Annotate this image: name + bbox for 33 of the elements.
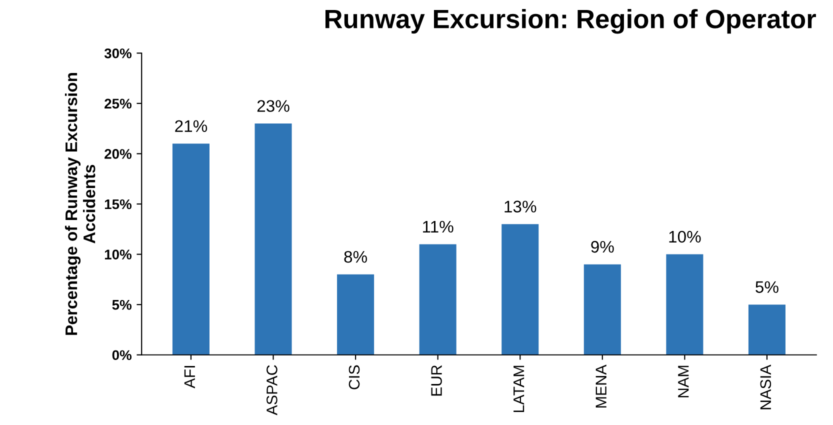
chart-title: Runway Excursion: Region of Operator [325,9,816,34]
x-tick-label: AFI [184,366,195,388]
bar [502,224,539,355]
x-tick-label: LATAM [514,366,524,412]
bar [419,244,456,355]
bar [172,144,210,355]
data-label: 8% [344,250,367,263]
data-label: 5% [756,281,778,293]
bar [337,274,374,355]
y-tick-label: 5% [112,300,132,310]
y-tick-label: 30% [104,48,132,58]
bar [584,264,621,355]
bar [666,254,704,355]
y-axis-title: Percentage of Runway Excursion Accidents [64,73,96,335]
bar [254,124,292,355]
data-label: 21% [175,120,208,132]
data-label: 9% [591,240,614,253]
data-label: 13% [504,200,536,212]
data-label: 11% [423,220,454,233]
data-label: 10% [669,230,701,243]
y-tick-label: 0% [112,350,132,360]
y-tick-label: 25% [104,98,132,109]
x-tick-label: NAM [678,366,689,398]
bar [748,304,786,355]
data-label: 23% [257,100,290,112]
x-tick-label: MENA [596,364,606,408]
x-tick-label: CIS [348,365,360,390]
x-tick-label: ASPAC [266,365,278,416]
x-tick-label: NASIA [760,364,772,410]
y-tick-label: 15% [104,199,132,210]
y-tick-label: 20% [104,149,132,159]
y-tick-label: 10% [104,250,132,260]
x-tick-label: EUR [431,365,442,396]
